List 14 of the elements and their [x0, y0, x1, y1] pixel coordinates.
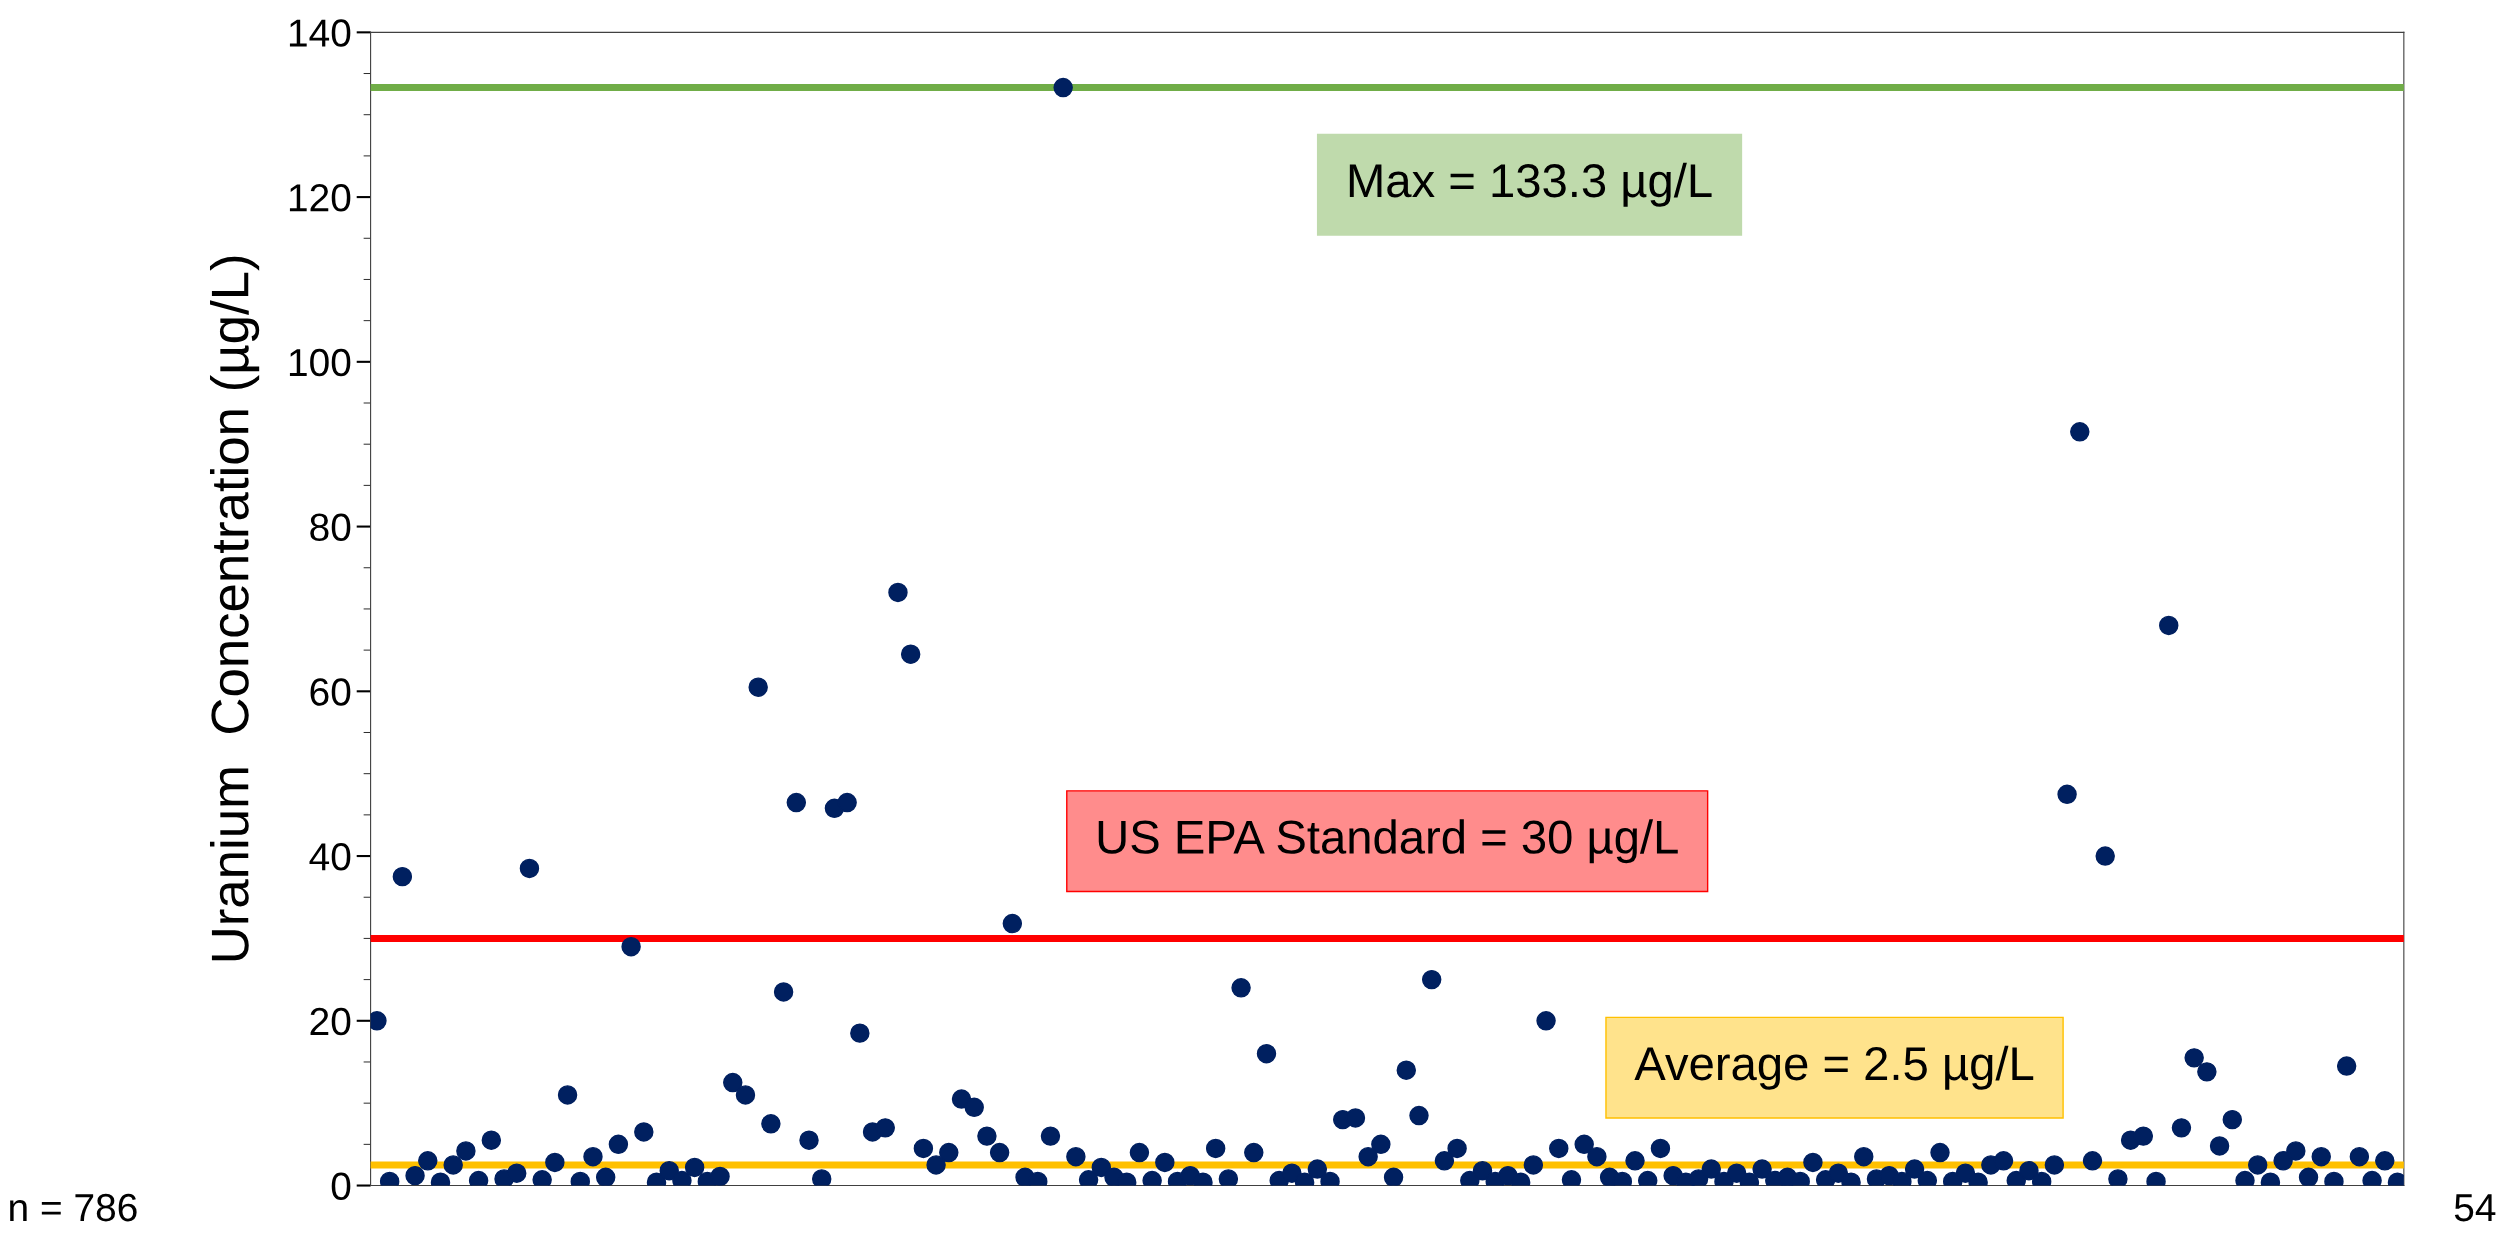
y-tick-label: 100: [289, 348, 351, 377]
y-tick-label: 0: [331, 1172, 351, 1201]
y-tick-label: 40: [309, 842, 351, 871]
text: n = 786: [10, 1193, 137, 1222]
y-tick-label: 20: [310, 1007, 351, 1036]
y-tick-label: 80: [310, 513, 351, 542]
ref-line-label: US EPA Standard = 30 µg/L: [1098, 819, 1678, 864]
y-axis-title: Uranium Concentration (µg/L): [209, 256, 260, 961]
y-tick-label: 120: [289, 184, 351, 212]
ref-line-label: Max = 133.3 µg/L: [1349, 162, 1712, 207]
text: 54: [2454, 1194, 2496, 1222]
y-tick-label: 140: [289, 19, 351, 47]
y-tick-label: 60: [310, 678, 351, 706]
ref-line-label: Average = 2.5 µg/L: [1634, 1045, 2034, 1090]
